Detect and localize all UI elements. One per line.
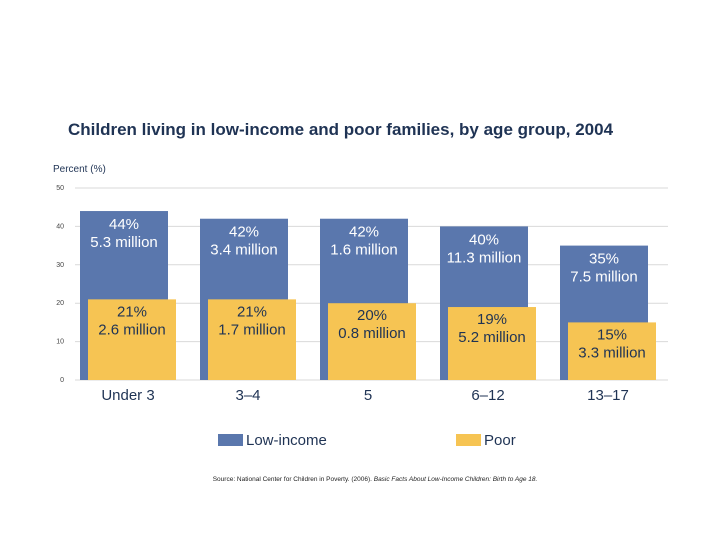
bar-poor bbox=[328, 303, 416, 380]
bar-poor bbox=[448, 307, 536, 380]
legend-label: Low-income bbox=[246, 432, 327, 449]
y-tick-label: 50 bbox=[56, 185, 64, 192]
x-tick-label: 3–4 bbox=[235, 387, 260, 404]
data-label-poor-count: 3.3 million bbox=[578, 344, 646, 361]
bar-poor bbox=[568, 322, 656, 380]
y-tick-label: 10 bbox=[56, 339, 64, 346]
data-label-poor-count: 2.6 million bbox=[98, 321, 166, 338]
legend-swatch bbox=[218, 434, 243, 446]
source-text: Source: National Center for Children in … bbox=[212, 476, 374, 483]
y-axis-ticks: 0 10 20 30 40 50 bbox=[56, 185, 64, 384]
y-tick-label: 40 bbox=[56, 223, 64, 230]
data-label-poor-pct: 19% bbox=[477, 311, 507, 328]
legend-label: Poor bbox=[484, 432, 516, 449]
data-label-low-pct: 35% bbox=[589, 251, 619, 268]
data-label-low-count: 11.3 million bbox=[447, 249, 522, 266]
x-tick-label: 6–12 bbox=[471, 387, 504, 404]
data-label-poor-pct: 21% bbox=[117, 303, 147, 320]
x-tick-label: 5 bbox=[364, 387, 372, 404]
data-label-poor-pct: 20% bbox=[357, 307, 387, 324]
x-axis-ticks: Under 3 3–4 5 6–12 13–17 bbox=[101, 387, 629, 404]
y-tick-label: 30 bbox=[56, 262, 64, 269]
chart-source: Source: National Center for Children in … bbox=[0, 476, 720, 483]
data-label-low-pct: 40% bbox=[469, 231, 499, 248]
bar-poor bbox=[208, 299, 296, 380]
source-title: Basic Facts About Low-Income Children: B… bbox=[373, 476, 538, 483]
bar-poor bbox=[88, 299, 176, 380]
y-tick-label: 0 bbox=[60, 377, 64, 384]
data-label-poor-count: 0.8 million bbox=[338, 325, 406, 342]
data-label-poor-count: 1.7 million bbox=[218, 321, 286, 338]
bars bbox=[80, 211, 656, 380]
data-label-low-count: 5.3 million bbox=[90, 234, 158, 251]
data-label-poor-count: 5.2 million bbox=[458, 329, 526, 346]
data-label-low-count: 7.5 million bbox=[570, 269, 638, 286]
chart-title: Children living in low-income and poor f… bbox=[68, 120, 614, 139]
x-tick-label: 13–17 bbox=[587, 387, 629, 404]
data-label-poor-pct: 15% bbox=[597, 326, 627, 343]
x-tick-label: Under 3 bbox=[101, 387, 154, 404]
data-label-low-count: 1.6 million bbox=[330, 242, 398, 259]
data-label-low-pct: 42% bbox=[229, 224, 259, 241]
legend-swatch bbox=[456, 434, 481, 446]
data-label-low-count: 3.4 million bbox=[210, 242, 278, 259]
data-label-low-pct: 42% bbox=[349, 224, 379, 241]
data-label-poor-pct: 21% bbox=[237, 303, 267, 320]
data-label-low-pct: 44% bbox=[109, 216, 139, 233]
legend: Low-income Poor bbox=[218, 432, 516, 449]
y-tick-label: 20 bbox=[56, 300, 64, 307]
y-axis-label: Percent (%) bbox=[53, 164, 106, 175]
